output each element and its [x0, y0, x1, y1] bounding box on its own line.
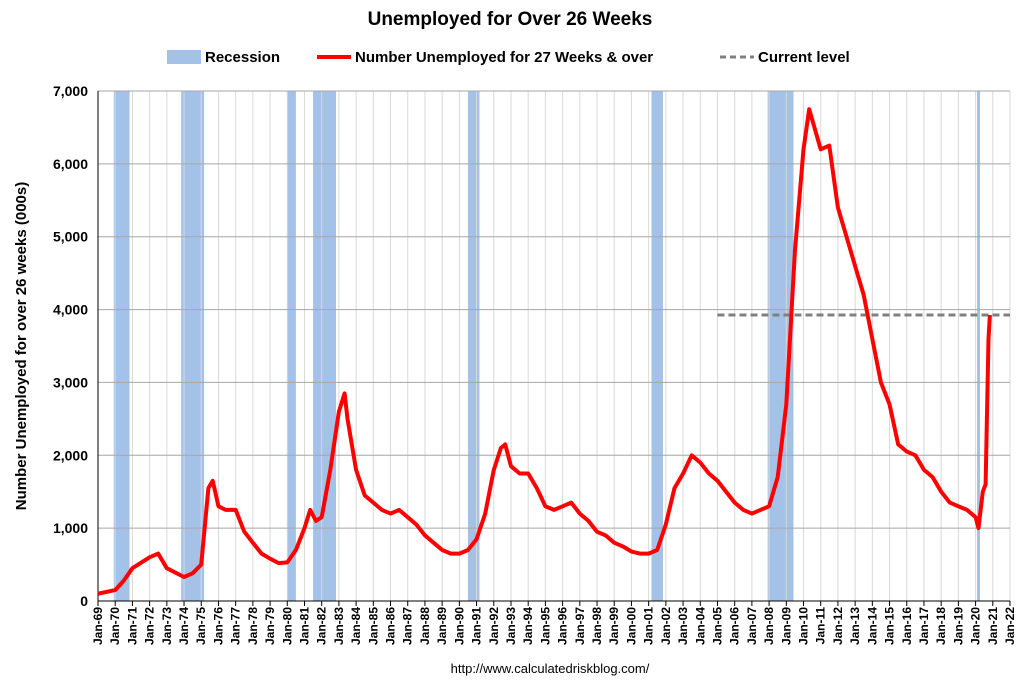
x-tick-label: Jan-90 [452, 607, 466, 645]
x-tick-label: Jan-02 [659, 607, 673, 645]
x-tick-label: Jan-17 [917, 607, 931, 645]
x-tick-label: Jan-93 [504, 607, 518, 645]
source: http://www.calculatedriskblog.com/ [451, 661, 650, 676]
x-tick-label: Jan-95 [538, 607, 552, 645]
x-tick-label: Jan-18 [934, 607, 948, 645]
x-tick-label: Jan-77 [229, 607, 243, 645]
x-tick-label: Jan-13 [848, 607, 862, 645]
legend: Recession Number Unemployed for 27 Weeks… [167, 49, 850, 66]
x-tick-label: Jan-22 [1003, 607, 1017, 645]
x-tick-label: Jan-96 [556, 607, 570, 645]
recession-band [467, 91, 480, 601]
x-tick-label: Jan-12 [831, 607, 845, 645]
plot-area: Jan-69 Jan-70 Jan-71 Jan-72 Jan-73 Jan-74 Jan-… [53, 83, 1017, 645]
x-tick-label: Jan-73 [160, 607, 174, 645]
x-tick-label: Jan-09 [779, 607, 793, 645]
x-tick-label: Jan-19 [951, 607, 965, 645]
x-tick-label: Jan-04 [693, 607, 707, 645]
x-tick-label: Jan-11 [814, 607, 828, 645]
x-tick-label: Jan-94 [521, 607, 535, 645]
x-tick-label: Jan-07 [745, 607, 759, 645]
recession-band [651, 91, 663, 601]
x-tick-label: Jan-80 [280, 607, 294, 645]
y-tick-label: 0 [80, 593, 88, 609]
x-tick-label: Jan-97 [573, 607, 587, 645]
recession-band [313, 91, 337, 601]
x-tick-label: Jan-70 [108, 607, 122, 645]
legend-label: Recession [205, 49, 280, 66]
chart-title: Unemployed for Over 26 Weeks [368, 9, 653, 30]
y-tick-label: 6,000 [53, 156, 88, 172]
y-tick-label: 7,000 [53, 83, 88, 99]
x-tick-label: Jan-72 [143, 607, 157, 645]
x-tick-label: Jan-91 [470, 607, 484, 645]
x-tick-label: Jan-84 [349, 607, 363, 645]
y-tick-label: 5,000 [53, 229, 88, 245]
x-tick-label: Jan-01 [642, 607, 656, 645]
x-tick-label: Jan-99 [607, 607, 621, 645]
x-tick-label: Jan-98 [590, 607, 604, 645]
x-tick-label: Jan-10 [797, 607, 811, 645]
x-tick-label: Jan-69 [91, 607, 105, 645]
x-tick-label: Jan-88 [418, 607, 432, 645]
x-tick-label: Jan-76 [211, 607, 225, 645]
x-tick-label: Jan-05 [710, 607, 724, 645]
x-tick-label: Jan-71 [125, 607, 139, 645]
x-tick-label: Jan-83 [332, 607, 346, 645]
x-tick-label: Jan-92 [487, 607, 501, 645]
recession-band [287, 91, 296, 601]
legend-label: Number Unemployed for 27 Weeks & over [355, 49, 653, 66]
y-tick-label: 1,000 [53, 520, 88, 536]
x-tick-label: Jan-14 [865, 607, 879, 645]
x-tick-label: Jan-82 [315, 607, 329, 645]
x-tick-label: Jan-21 [986, 607, 1000, 645]
x-tick-label: Jan-16 [900, 607, 914, 645]
x-tick-label: Jan-15 [883, 607, 897, 645]
x-tick-label: Jan-75 [194, 607, 208, 645]
x-tick-label: Jan-00 [624, 607, 638, 645]
x-tick-label: Jan-78 [246, 607, 260, 645]
y-tick-label: 3,000 [53, 374, 88, 390]
x-tick-label: Jan-87 [401, 607, 415, 645]
recession-band [181, 91, 205, 601]
x-tick-label: Jan-08 [762, 607, 776, 645]
y-axis-label: Number Unemployed for over 26 weeks (000… [13, 182, 30, 510]
x-tick-label: Jan-85 [366, 607, 380, 645]
series-line [97, 107, 992, 596]
x-tick-label: Jan-89 [435, 607, 449, 645]
x-tick-label: Jan-81 [297, 607, 311, 645]
legend-label: Current level [758, 49, 850, 66]
recession-band [113, 91, 130, 601]
legend-swatch [167, 50, 201, 64]
x-tick-label: Jan-86 [384, 607, 398, 645]
x-tick-label: Jan-79 [263, 607, 277, 645]
x-tick-label: Jan-06 [728, 607, 742, 645]
y-tick-label: 4,000 [53, 302, 88, 318]
recession-band [977, 91, 981, 601]
y-tick-label: 2,000 [53, 447, 88, 463]
x-tick-label: Jan-03 [676, 607, 690, 645]
x-tick-label: Jan-20 [969, 607, 983, 645]
x-tick-label: Jan-74 [177, 607, 191, 645]
